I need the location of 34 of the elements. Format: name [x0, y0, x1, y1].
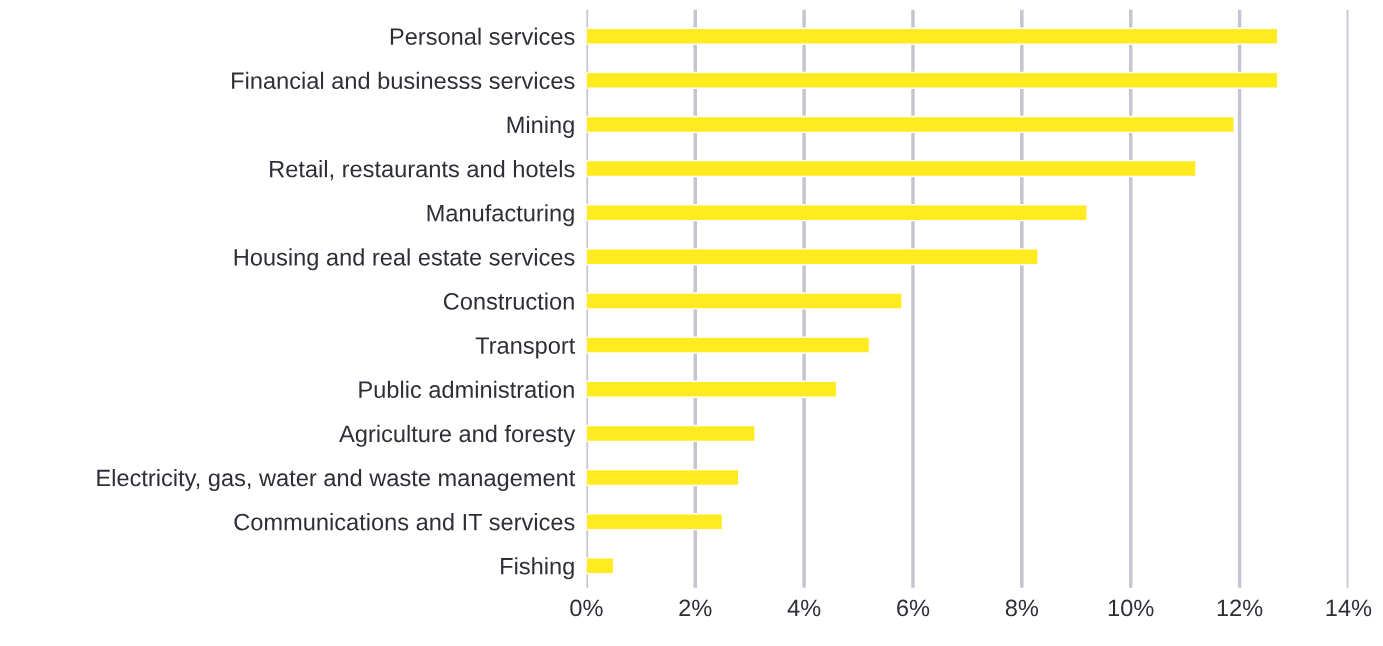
bar	[586, 380, 838, 398]
bar	[586, 159, 1197, 178]
bar	[586, 424, 756, 443]
y-tick-label: Financial and businesss services	[232, 71, 575, 90]
x-tick-label: 4%	[787, 599, 821, 617]
y-tick-label: Fishing	[501, 557, 574, 580]
bar	[586, 468, 740, 487]
bar	[586, 513, 724, 531]
y-tick-label: Personal services	[390, 27, 575, 45]
y-tick-label: Mining	[507, 115, 574, 138]
x-tick-label: 0%	[570, 599, 603, 617]
y-tick-label: Electricity, gas, water and waste management	[97, 468, 576, 491]
bar	[586, 204, 1088, 222]
x-tick-label: 6%	[897, 599, 930, 617]
bar	[586, 248, 1039, 266]
bar	[586, 71, 1279, 89]
y-tick-label: Manufacturing	[427, 204, 574, 227]
y-tick-label: Agriculture and foresty	[339, 424, 576, 447]
x-tick-label: 10%	[1108, 599, 1154, 617]
bar	[586, 557, 615, 575]
bar	[586, 292, 903, 310]
y-tick-label: Housing and real estate services	[234, 248, 575, 271]
y-tick-label: Transport	[475, 337, 576, 359]
x-tick-label: 14%	[1326, 599, 1372, 617]
y-tick-label: Construction	[443, 292, 574, 310]
y-tick-label: Communications and IT services	[234, 513, 575, 531]
x-tick-label: 8%	[1005, 599, 1039, 617]
y-tick-label: Retail, restaurants and hotels	[270, 160, 575, 181]
x-tick-label: 12%	[1217, 599, 1263, 617]
bar	[586, 27, 1279, 45]
y-tick-label: Public administration	[359, 380, 574, 399]
bar	[586, 115, 1235, 134]
bar	[586, 336, 871, 354]
x-tick-label: 2%	[679, 599, 712, 617]
